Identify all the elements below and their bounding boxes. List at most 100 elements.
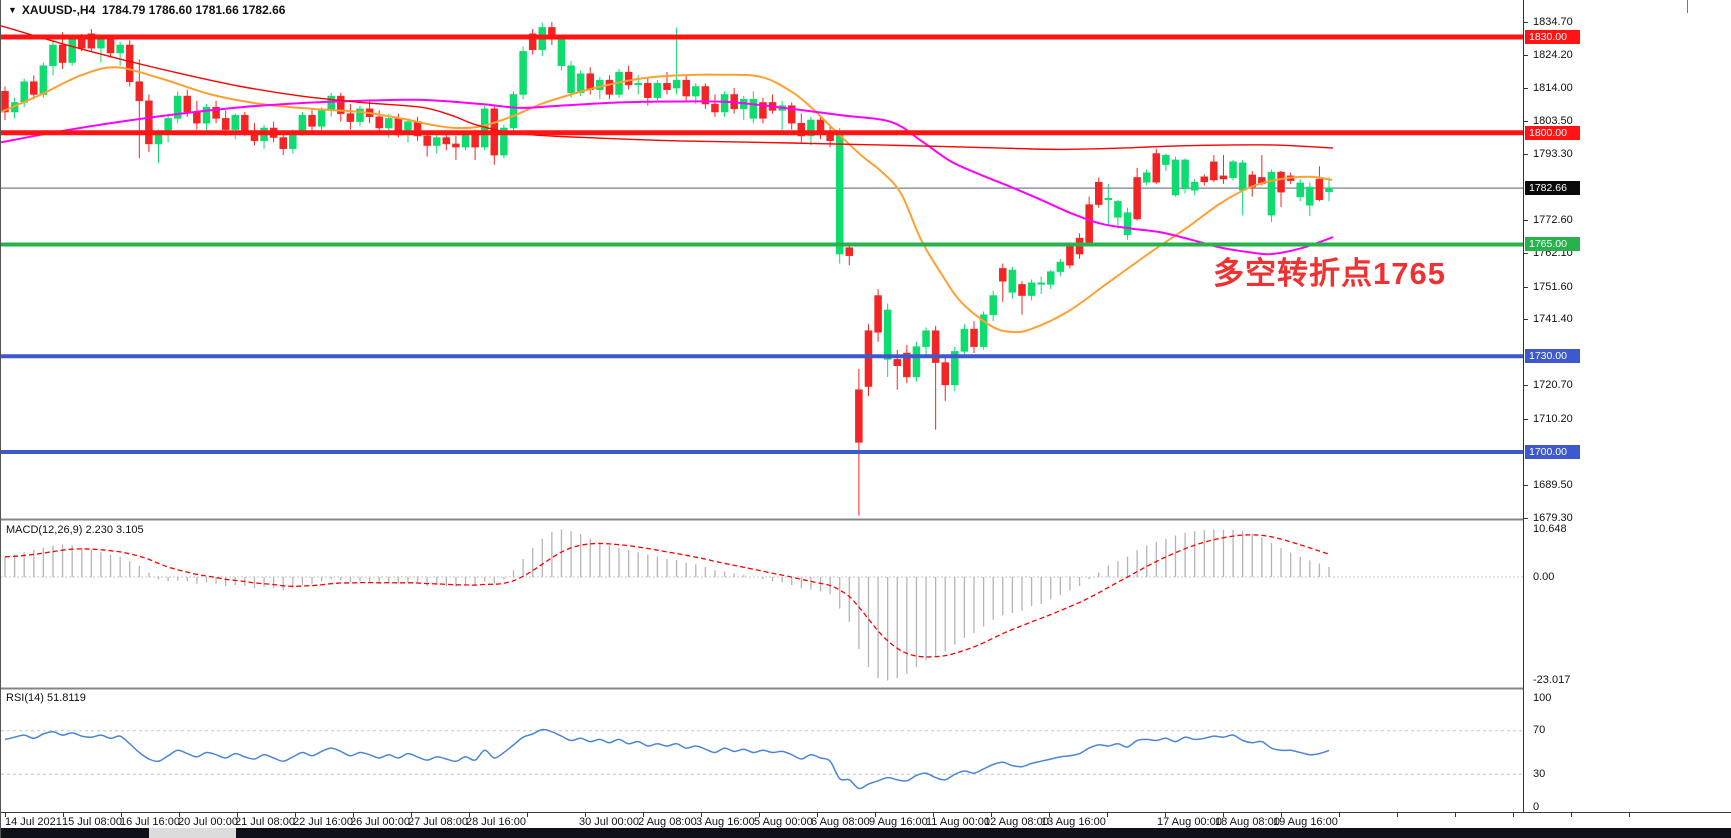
candle-body[interactable]: [624, 71, 633, 86]
candle-body[interactable]: [557, 38, 566, 66]
candle-body[interactable]: [1047, 271, 1055, 285]
candle-body[interactable]: [1229, 161, 1237, 179]
candle-body[interactable]: [979, 314, 988, 347]
candle-body[interactable]: [989, 295, 997, 315]
candle-body[interactable]: [845, 247, 854, 256]
candle-body[interactable]: [1219, 175, 1228, 180]
candle-body[interactable]: [1267, 171, 1276, 216]
candle-body[interactable]: [1123, 212, 1132, 236]
candle-body[interactable]: [125, 44, 134, 82]
candle-body[interactable]: [135, 81, 144, 102]
candle-body[interactable]: [58, 44, 67, 63]
candle-body[interactable]: [1190, 181, 1199, 191]
candle-body[interactable]: [960, 328, 969, 352]
candle-body[interactable]: [634, 83, 642, 86]
candle-body[interactable]: [87, 33, 96, 49]
candle-body[interactable]: [797, 122, 806, 137]
candle-body[interactable]: [653, 83, 662, 98]
candle-body[interactable]: [356, 108, 364, 122]
candle-body[interactable]: [519, 51, 527, 95]
candle-body[interactable]: [1, 91, 9, 113]
candle-body[interactable]: [337, 95, 345, 114]
candle-body[interactable]: [1037, 282, 1045, 285]
candle-body[interactable]: [864, 330, 873, 387]
candle-body[interactable]: [528, 33, 537, 51]
candle-body[interactable]: [1066, 245, 1074, 266]
candle-body[interactable]: [423, 135, 431, 146]
candle-body[interactable]: [605, 79, 614, 95]
candle-body[interactable]: [1162, 154, 1170, 165]
candle-body[interactable]: [509, 94, 518, 129]
candle-body[interactable]: [231, 114, 240, 130]
time-axis[interactable]: 14 Jul 2021 15 Jul 08:00 16 Jul 16:00 20 Ju…: [1, 812, 1731, 829]
candle-body[interactable]: [941, 362, 949, 386]
candle-body[interactable]: [461, 134, 470, 148]
candle-body[interactable]: [596, 79, 604, 90]
candle-body[interactable]: [39, 65, 48, 95]
candle-body[interactable]: [970, 328, 978, 347]
candle-body[interactable]: [903, 352, 911, 378]
candle-body[interactable]: [999, 268, 1007, 282]
candle-body[interactable]: [576, 73, 585, 94]
candle-body[interactable]: [720, 94, 729, 113]
candle-body[interactable]: [759, 102, 767, 119]
candle-body[interactable]: [385, 118, 393, 129]
candle-body[interactable]: [1325, 187, 1333, 193]
candle-body[interactable]: [241, 114, 249, 132]
price-macd-rsi-svg[interactable]: [1, 0, 1523, 812]
candle-body[interactable]: [221, 118, 230, 130]
candle-body[interactable]: [78, 38, 86, 49]
candle-body[interactable]: [672, 79, 681, 89]
horizontal-scrollbar[interactable]: [1, 828, 1731, 838]
candle-body[interactable]: [1296, 182, 1304, 198]
candle-body[interactable]: [442, 137, 451, 145]
candle-body[interactable]: [308, 114, 316, 127]
candle-body[interactable]: [711, 103, 719, 113]
candle-body[interactable]: [432, 137, 441, 146]
candle-body[interactable]: [500, 127, 508, 156]
candle-body[interactable]: [317, 110, 326, 127]
candle-body[interactable]: [193, 111, 201, 124]
candle-body[interactable]: [835, 130, 844, 255]
candle-body[interactable]: [1094, 181, 1103, 205]
candle-body[interactable]: [1056, 261, 1065, 272]
candle-body[interactable]: [1152, 153, 1161, 183]
candle-body[interactable]: [567, 65, 575, 94]
candle-body[interactable]: [855, 389, 863, 443]
candle-body[interactable]: [154, 134, 163, 145]
candle-body[interactable]: [1181, 159, 1189, 189]
scrollbar-segment[interactable]: [149, 828, 236, 838]
candle-body[interactable]: [1085, 204, 1093, 244]
candle-body[interactable]: [1315, 178, 1324, 201]
candle-body[interactable]: [787, 105, 796, 124]
candle-body[interactable]: [922, 330, 930, 347]
candle-body[interactable]: [298, 114, 307, 134]
candle-body[interactable]: [874, 295, 882, 333]
candle-body[interactable]: [807, 119, 815, 137]
candle-body[interactable]: [951, 351, 959, 386]
candle-body[interactable]: [346, 113, 355, 122]
candle-body[interactable]: [1306, 186, 1314, 206]
candle-body[interactable]: [183, 95, 192, 113]
candle-body[interactable]: [931, 330, 940, 363]
candle-body[interactable]: [97, 38, 105, 49]
candle-body[interactable]: [1277, 171, 1285, 193]
candle-body[interactable]: [1142, 172, 1151, 183]
candle-body[interactable]: [1104, 197, 1113, 201]
candle-body[interactable]: [893, 359, 902, 367]
candle-body[interactable]: [1171, 159, 1180, 196]
candle-body[interactable]: [116, 44, 124, 54]
candle-body[interactable]: [883, 309, 892, 360]
symbol-dropdown-icon[interactable]: ▼: [8, 5, 17, 15]
price-axis[interactable]: 1834.70 1824.20 1814.00 1803.50 1793.30 1772.…: [1523, 0, 1731, 813]
candle-body[interactable]: [375, 116, 383, 129]
candle-body[interactable]: [471, 134, 479, 148]
candle-body[interactable]: [327, 95, 335, 111]
candle-body[interactable]: [663, 83, 671, 90]
candle-body[interactable]: [749, 98, 758, 119]
candle-body[interactable]: [145, 100, 153, 145]
candle-body[interactable]: [20, 81, 28, 103]
candle-body[interactable]: [68, 38, 76, 63]
candle-body[interactable]: [692, 86, 700, 97]
candle-body[interactable]: [1008, 269, 1017, 293]
